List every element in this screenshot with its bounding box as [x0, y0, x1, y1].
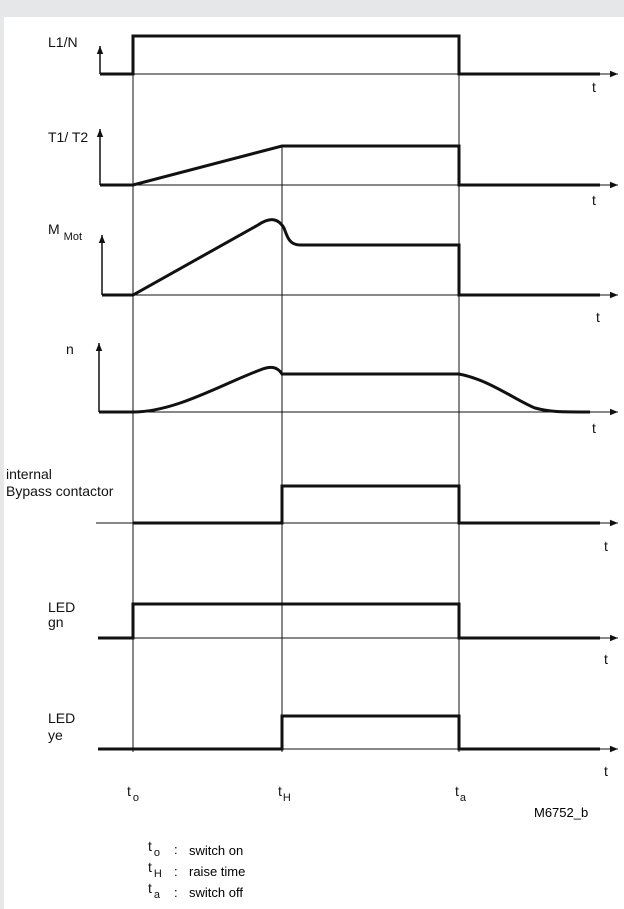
legend-symbol-sub: a: [154, 889, 161, 901]
legend-text: switch off: [189, 885, 243, 900]
figure-code: M6752_b: [534, 805, 588, 820]
marker-ta: ta: [455, 783, 467, 804]
marker-symbol: t: [127, 783, 131, 799]
bypass-waveform: [133, 484, 600, 525]
legend-sep: :: [174, 885, 178, 900]
led-ye-waveform: [98, 714, 600, 751]
t1t2-waveform: [100, 144, 600, 187]
mmot-waveform: [102, 218, 600, 297]
led-gn-waveform: [98, 602, 600, 640]
axis-t-label: t: [592, 79, 596, 95]
signal-mmot: M Mot t: [48, 218, 618, 325]
signal-label-sub: Mot: [64, 231, 82, 243]
marker-symbol: t: [278, 783, 282, 799]
signal-label-main: M: [48, 221, 60, 237]
signal-l1n: L1/N t: [48, 34, 618, 95]
signal-label-line1: LED: [48, 599, 75, 615]
legend-symbol-main: t: [148, 859, 152, 875]
n-waveform: [99, 365, 591, 414]
l1n-waveform: [100, 34, 600, 76]
signal-label-line2: Bypass contactor: [6, 483, 114, 499]
legend-symbol-main: t: [148, 880, 152, 896]
signal-label-line2: gn: [48, 614, 64, 630]
legend-sep: :: [174, 842, 178, 857]
legend-symbol-sub: o: [154, 847, 160, 859]
axis-t-label: t: [592, 420, 596, 436]
signal-label: L1/N: [48, 34, 78, 50]
legend-sep: :: [174, 864, 178, 879]
signal-bypass: internal Bypass contactor t: [6, 466, 618, 554]
marker-sub: a: [460, 792, 467, 804]
axis-t-label: t: [604, 763, 608, 779]
signal-label: T1/ T2: [48, 129, 88, 145]
legend-text: switch on: [189, 843, 243, 858]
signal-n: n t: [66, 341, 618, 436]
signal-led-gn: LED gn t: [48, 599, 618, 667]
axis-t-label: t: [604, 651, 608, 667]
signal-t1t2: T1/ T2 t: [48, 129, 618, 208]
marker-sub: H: [283, 792, 291, 804]
marker-sub: o: [133, 792, 139, 804]
marker-tH: tH: [278, 783, 291, 804]
signal-led-ye: LED ye t: [48, 710, 618, 779]
marker-symbol: t: [455, 783, 459, 799]
axis-t-label: t: [596, 309, 600, 325]
signal-label: n: [66, 341, 74, 357]
legend-text: raise time: [189, 864, 245, 879]
signal-label-line1: LED: [48, 710, 75, 726]
signal-label-line1: internal: [6, 466, 52, 482]
diagram-panel: [4, 17, 624, 909]
legend-symbol-main: t: [148, 838, 152, 854]
signal-label: M Mot: [48, 221, 82, 243]
signal-label-line2: ye: [48, 727, 63, 743]
axis-t-label: t: [604, 538, 608, 554]
axis-t-label: t: [592, 192, 596, 208]
legend-symbol-sub: H: [154, 868, 162, 880]
